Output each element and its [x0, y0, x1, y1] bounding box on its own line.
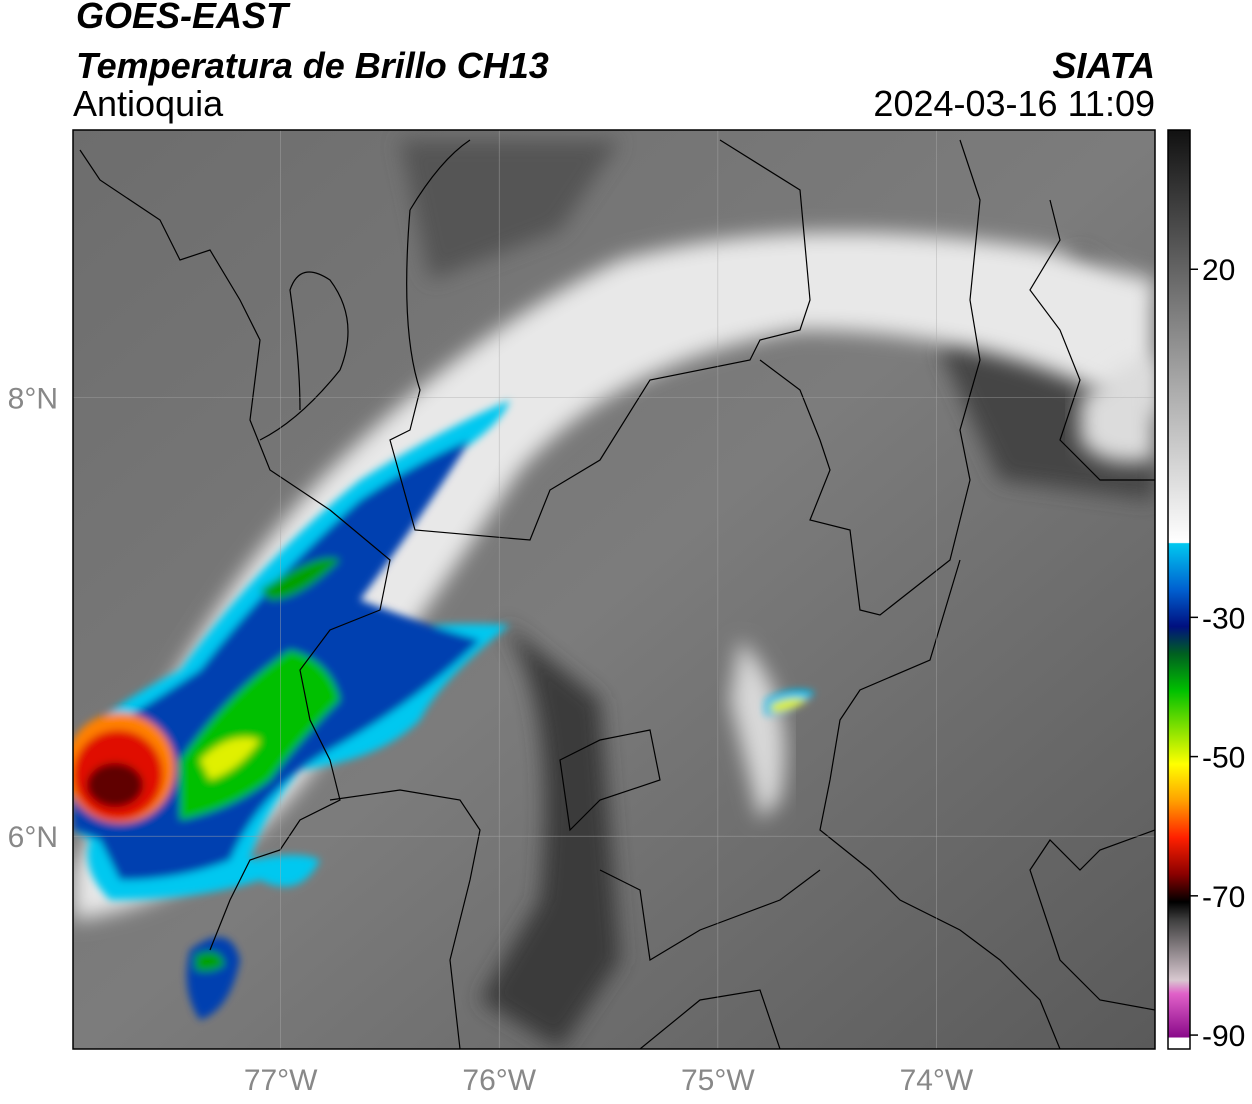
colorbar-tick-label: -90	[1202, 1020, 1245, 1053]
datetime: 2024-03-16 11:09	[873, 83, 1155, 124]
y-tick-label: 8°N	[8, 383, 58, 416]
satellite-image	[73, 130, 1155, 1049]
source: SIATA	[1052, 45, 1155, 86]
colorbar-tick-label: 20	[1202, 254, 1235, 287]
colorbar	[1167, 129, 1191, 1050]
subtitle: Temperatura de Brillo CH13	[76, 45, 549, 86]
region: Antioquia	[73, 83, 224, 124]
colorbar-tick-label: -70	[1202, 881, 1245, 914]
colorbar-tick-label: -50	[1202, 742, 1245, 775]
graticule	[73, 130, 1155, 1049]
colorbar-tick-label: -30	[1202, 602, 1245, 635]
x-tick-label: 76°W	[462, 1064, 536, 1097]
title: GOES-EAST	[76, 0, 291, 36]
x-tick-label: 75°W	[681, 1064, 755, 1097]
x-tick-label: 74°W	[900, 1064, 974, 1097]
y-tick-label: 6°N	[8, 821, 58, 854]
x-tick-label: 77°W	[244, 1064, 318, 1097]
map-frame	[72, 129, 1156, 1050]
